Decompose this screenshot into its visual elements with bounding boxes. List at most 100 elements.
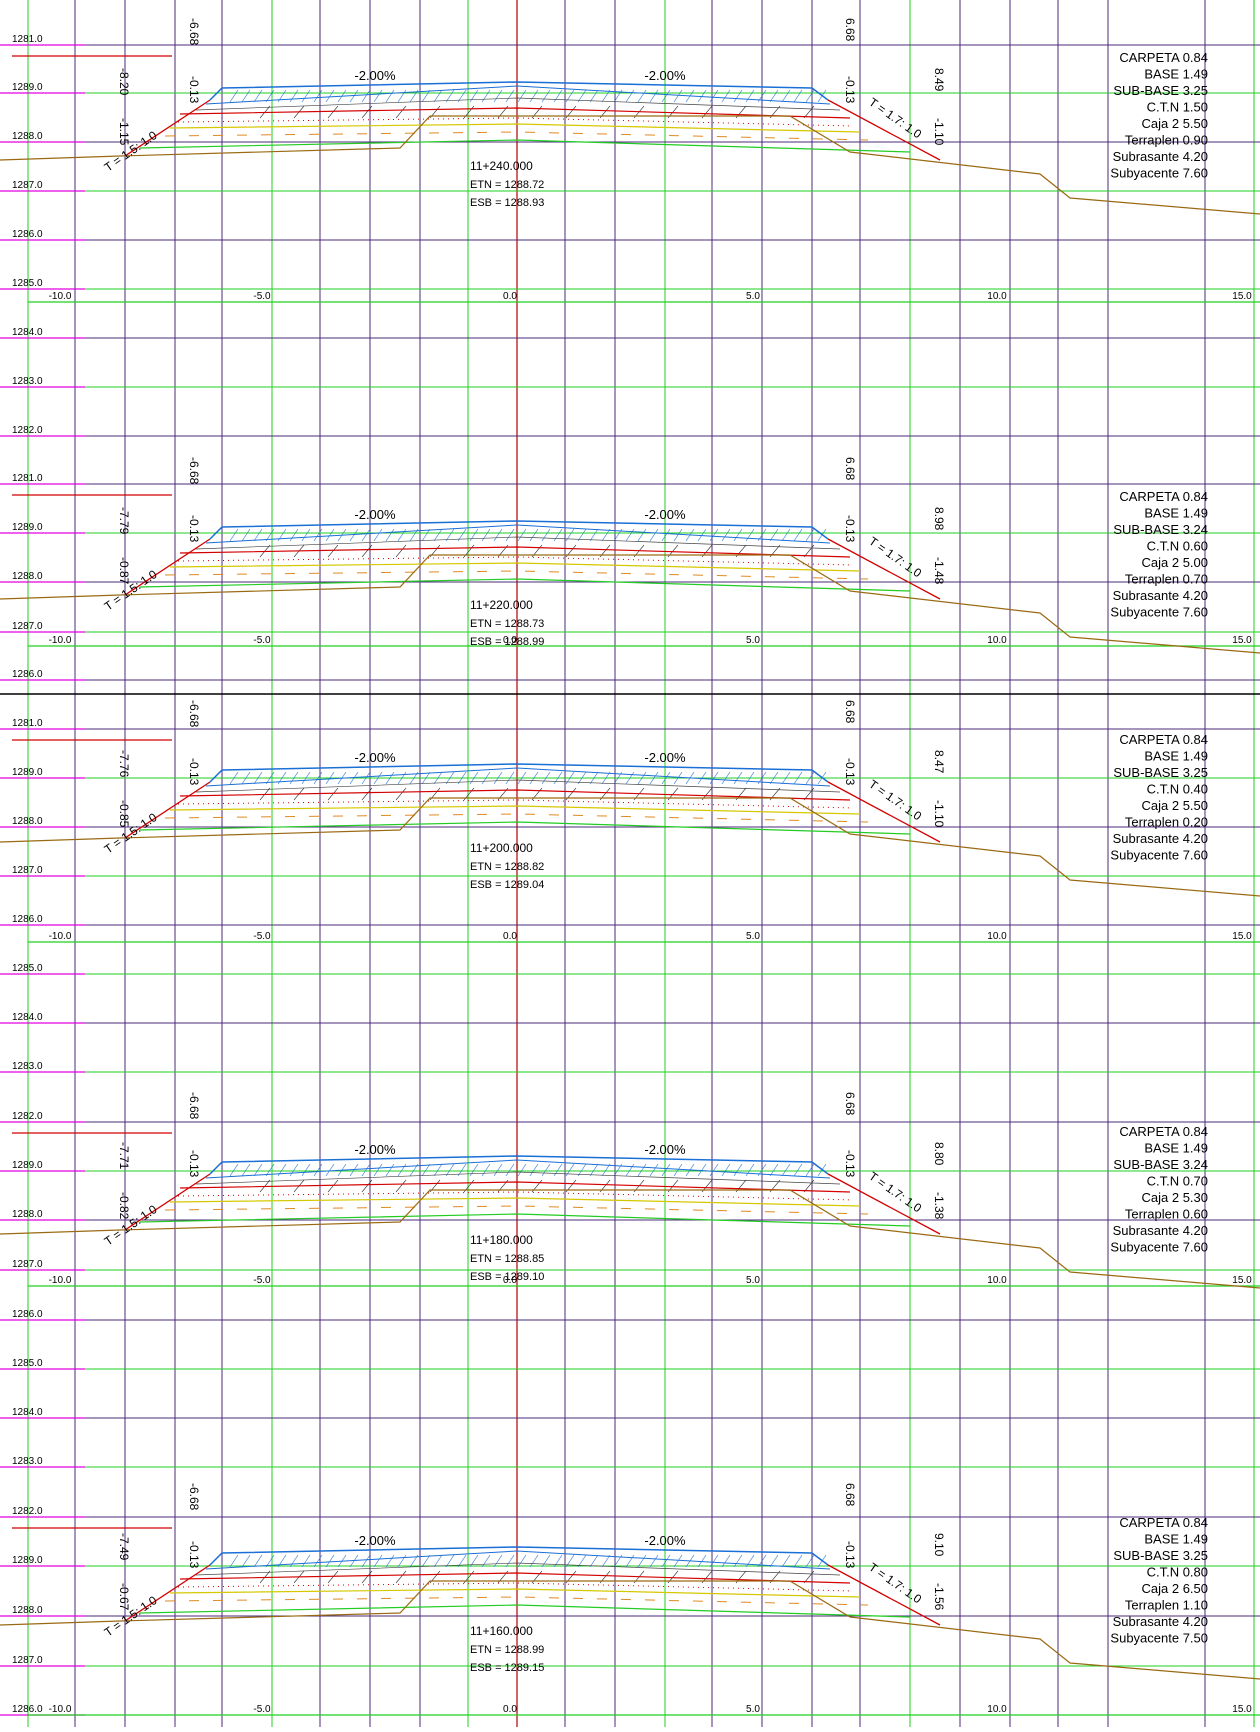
hatch-line xyxy=(229,89,239,103)
hatch-line xyxy=(601,1554,611,1568)
offset-label: 10.0 xyxy=(987,1704,1007,1715)
base-hatch xyxy=(327,544,339,558)
legend-entry: Terraplen 0.20 xyxy=(1125,815,1208,830)
hatch-line xyxy=(661,1554,671,1568)
hatch-line xyxy=(745,528,755,542)
hatch-line xyxy=(421,528,431,542)
elevation-label: 1284.0 xyxy=(12,1012,43,1023)
hatch-line xyxy=(445,1554,455,1568)
hatch-line xyxy=(757,1554,767,1568)
hatch-line xyxy=(553,1163,563,1177)
left-edge-height: -0.82 xyxy=(117,1192,131,1220)
cross-section: 1281.0 1289.0 1288.0 1287.0 1286.0 -10.0 -5.0 0… xyxy=(0,457,1260,681)
subyacente-line xyxy=(139,139,911,153)
hatch-line xyxy=(349,1554,359,1568)
pavement-layer xyxy=(195,763,841,801)
slope-label-right: -2.00% xyxy=(644,1533,686,1548)
hatch-line xyxy=(613,1163,623,1177)
hatch-line xyxy=(421,1163,431,1177)
terrain-line xyxy=(0,115,1260,215)
hatch-line xyxy=(601,528,611,542)
offset-label: 15.0 xyxy=(1232,931,1252,942)
hatch-line xyxy=(685,1554,695,1568)
carpeta-top xyxy=(209,81,829,101)
hatch-line xyxy=(277,89,287,103)
hatch-line xyxy=(337,1163,347,1177)
hatch-line xyxy=(313,89,323,103)
hatch-line xyxy=(733,1554,743,1568)
hatch-line xyxy=(397,1554,407,1568)
legend-entry: BASE 1.49 xyxy=(1144,1532,1208,1547)
base-hatch xyxy=(361,787,373,801)
hatch-line xyxy=(277,528,287,542)
carpeta-bottom xyxy=(205,1550,831,1570)
hatch-line xyxy=(421,1554,431,1568)
hatch-line xyxy=(409,1554,419,1568)
esb-label: ESB = 1289.10 xyxy=(470,1271,544,1283)
hatch-line xyxy=(397,1163,407,1177)
hatch-line xyxy=(493,1554,503,1568)
offset-label: 10.0 xyxy=(987,291,1007,302)
hatch-line xyxy=(757,89,767,103)
base-hatch xyxy=(803,787,815,801)
hatch-line xyxy=(649,1554,659,1568)
base-hatch xyxy=(395,787,407,801)
hatch-line xyxy=(517,89,527,103)
hatch-line xyxy=(505,771,515,785)
base-line xyxy=(195,97,841,111)
hatch-line xyxy=(637,89,647,103)
hatch-line xyxy=(505,1554,515,1568)
slope-label-left: -2.00% xyxy=(354,750,396,765)
elevation-label: 1288.0 xyxy=(12,571,43,582)
etn-label: ETN = 1288.73 xyxy=(470,618,544,630)
hatch-line xyxy=(541,89,551,103)
subbase-line xyxy=(179,546,851,558)
hatch-line xyxy=(817,528,827,542)
offset-label: 10.0 xyxy=(987,1275,1007,1286)
elevation-label: 1288.0 xyxy=(12,816,43,827)
hatch-line xyxy=(601,89,611,103)
subrasante-line xyxy=(169,1588,861,1598)
legend-entry: Subrasante 4.20 xyxy=(1113,588,1208,603)
etn-label: ETN = 1288.99 xyxy=(470,1644,544,1656)
elevation-label: 1288.0 xyxy=(12,1605,43,1616)
hatch-line xyxy=(517,1554,527,1568)
offset-label: -5.0 xyxy=(253,635,271,646)
offset-label: -5.0 xyxy=(253,931,271,942)
cross-section: 1281.0 1289.0 1288.0 1287.0 1286.0 1285.0 1284… xyxy=(0,18,1260,437)
hatch-line xyxy=(481,771,491,785)
subbase-line xyxy=(179,1572,851,1584)
base-line xyxy=(195,1171,841,1185)
elevation-label: 1289.0 xyxy=(12,1555,43,1566)
base-hatch xyxy=(361,1570,373,1584)
hatch-line xyxy=(613,528,623,542)
legend-entry: Caja 2 5.00 xyxy=(1142,555,1209,570)
hatch-line xyxy=(709,1163,719,1177)
hatch-line xyxy=(637,771,647,785)
cross-section: 1282.0 1289.0 1288.0 1287.0 1286.0 1285.0 1284… xyxy=(0,1092,1260,1468)
hatch-line xyxy=(373,1554,383,1568)
offset-label: 0.0 xyxy=(503,1275,517,1286)
legend-entry: Subyacente 7.50 xyxy=(1110,1631,1208,1646)
hatch-line xyxy=(517,771,527,785)
hatch-line xyxy=(721,1163,731,1177)
hatch-line xyxy=(229,528,239,542)
hatch-line xyxy=(385,1554,395,1568)
legend-entry: BASE 1.49 xyxy=(1144,1141,1208,1156)
legend-entry: Subrasante 4.20 xyxy=(1113,1223,1208,1238)
hatch-line xyxy=(721,528,731,542)
subbase-dots xyxy=(177,1191,853,1201)
offset-label: -10.0 xyxy=(49,931,72,942)
subyacente-line xyxy=(139,1213,911,1227)
carpeta-bottom xyxy=(205,524,831,544)
hatch-line xyxy=(733,89,743,103)
left-offset-label: -6.68 xyxy=(187,457,201,485)
left-crown-label: -0.13 xyxy=(187,515,201,543)
hatch-line xyxy=(289,1163,299,1177)
hatch-line xyxy=(721,89,731,103)
left-offset-label: -6.68 xyxy=(187,1092,201,1120)
carpeta-bottom xyxy=(205,767,831,787)
hatch-line xyxy=(817,89,827,103)
hatch-line xyxy=(373,89,383,103)
hatch-line xyxy=(721,771,731,785)
